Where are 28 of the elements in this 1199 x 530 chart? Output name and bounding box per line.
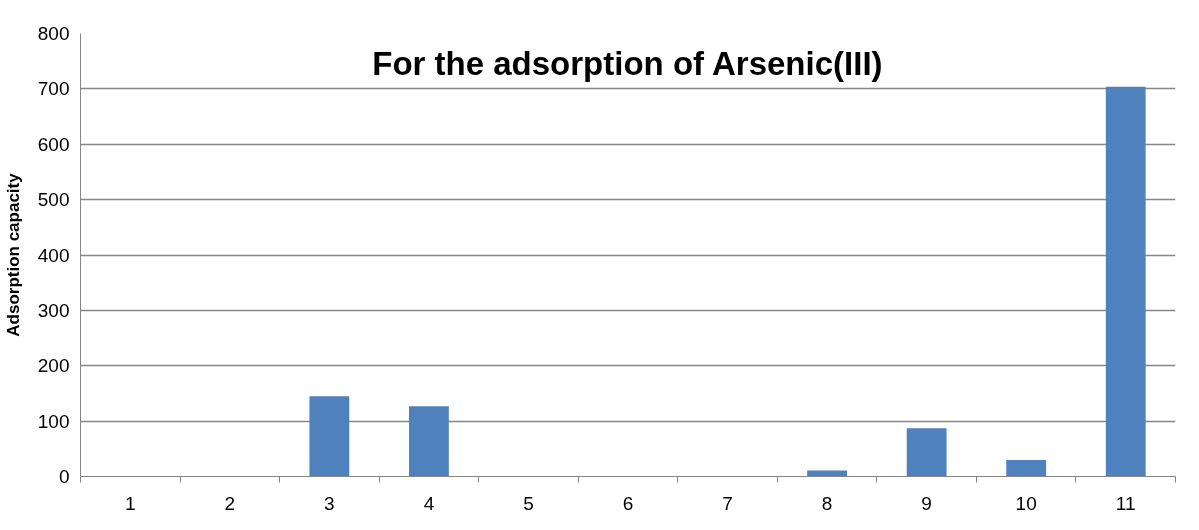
x-tick-label: 5: [523, 492, 534, 514]
x-tick-label: 11: [1115, 492, 1136, 514]
x-tick-label: 4: [423, 492, 435, 514]
y-tick-label: 300: [37, 299, 70, 321]
y-tick-label: 700: [37, 78, 70, 100]
chart-title: For the adsorption of Arsenic(III): [372, 44, 883, 82]
x-tick-label: 3: [324, 492, 335, 514]
y-tick-label: 600: [37, 133, 70, 155]
y-axis-title: Adsorption capacity: [3, 172, 23, 337]
x-tick-label: 2: [224, 492, 236, 514]
bar: [1105, 86, 1146, 477]
y-tick-label: 0: [58, 466, 70, 487]
x-tick-label: 7: [722, 492, 733, 514]
bar: [1006, 459, 1047, 477]
x-tick-label: 10: [1015, 492, 1037, 514]
x-tick-label: 9: [921, 492, 932, 514]
x-tick-label: 8: [821, 492, 833, 514]
y-tick-label: 800: [37, 23, 70, 44]
bar: [309, 396, 350, 477]
y-tick-label: 500: [37, 189, 70, 211]
bar: [807, 470, 847, 477]
y-tick-label: 400: [37, 244, 70, 266]
bar: [409, 406, 449, 477]
bar: [906, 428, 947, 477]
x-tick-label: 1: [124, 492, 136, 514]
y-tick-label: 100: [37, 410, 70, 432]
y-tick-label: 200: [37, 355, 70, 377]
x-tick-label: 6: [622, 492, 634, 514]
